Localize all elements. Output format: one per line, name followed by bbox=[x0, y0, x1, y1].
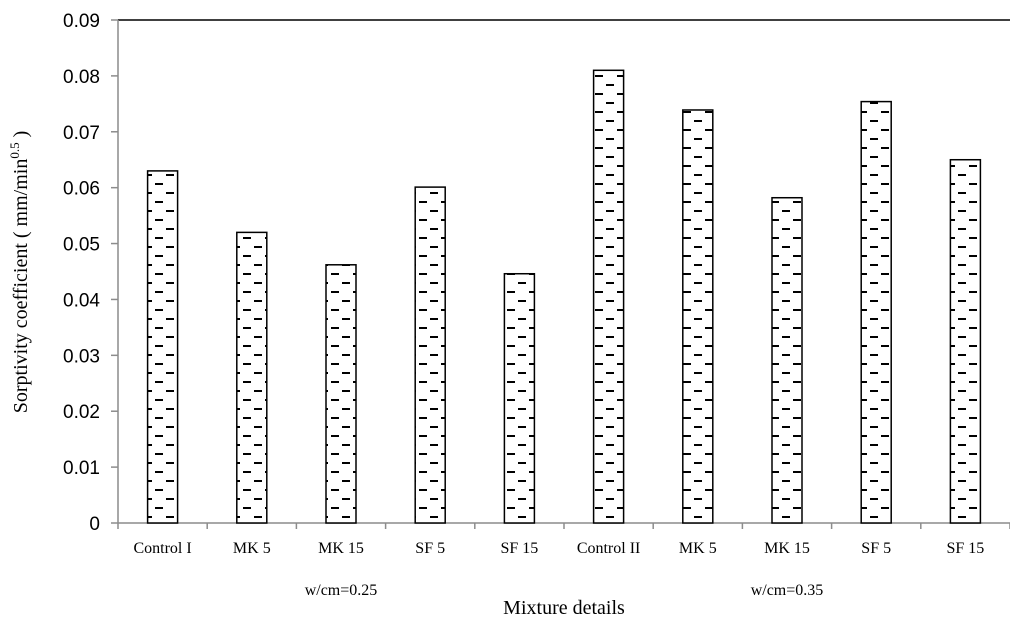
x-category-label: SF 5 bbox=[415, 540, 445, 557]
y-tick-label: 0.09 bbox=[63, 11, 100, 32]
x-category-label: MK 5 bbox=[679, 540, 717, 557]
bar bbox=[236, 231, 268, 524]
y-tick-label: 0 bbox=[89, 514, 100, 535]
x-category-label: Control I bbox=[133, 540, 191, 557]
group-label: w/cm=0.35 bbox=[751, 582, 824, 599]
y-axis-title-superscript: 0.5 bbox=[7, 142, 22, 158]
y-tick-label: 0.08 bbox=[63, 67, 100, 88]
x-category-label: MK 15 bbox=[318, 540, 364, 557]
y-tick-label: 0.04 bbox=[63, 290, 100, 311]
x-category-label: MK 5 bbox=[233, 540, 271, 557]
y-axis-title: Sorptivity coefficient ( mm/min0.5 ) bbox=[7, 131, 32, 414]
y-tick-label: 0.02 bbox=[63, 402, 100, 423]
x-category-label: MK 15 bbox=[764, 540, 810, 557]
bar bbox=[682, 109, 714, 524]
y-axis-title-main: Sorptivity coefficient ( mm/min bbox=[10, 159, 32, 414]
x-category-label: SF 15 bbox=[947, 540, 985, 557]
y-tick-label: 0.06 bbox=[63, 179, 100, 200]
y-tick-label: 0.01 bbox=[63, 458, 100, 479]
y-tick-label: 0.05 bbox=[63, 235, 100, 256]
x-category-label: SF 5 bbox=[861, 540, 891, 557]
bar bbox=[503, 272, 536, 524]
x-category-label: SF 15 bbox=[501, 540, 539, 557]
y-tick-label: 0.03 bbox=[63, 346, 100, 367]
bar bbox=[949, 158, 982, 524]
bar bbox=[146, 170, 179, 524]
bar bbox=[592, 69, 625, 524]
bar bbox=[325, 264, 357, 524]
y-tick-label: 0.07 bbox=[63, 123, 100, 144]
bar bbox=[414, 186, 446, 524]
bars bbox=[146, 69, 982, 524]
bar bbox=[771, 196, 803, 524]
y-axis-title-close: ) bbox=[10, 131, 32, 143]
group-label: w/cm=0.25 bbox=[305, 582, 378, 599]
x-category-label: Control II bbox=[577, 540, 641, 557]
x-axis-title: Mixture details bbox=[503, 597, 625, 619]
bar bbox=[860, 100, 892, 524]
labels: 0 0.01 0.02 0.03 0.04 0.05 0.06 0.07 0.08 0.09 Con… bbox=[7, 11, 984, 619]
